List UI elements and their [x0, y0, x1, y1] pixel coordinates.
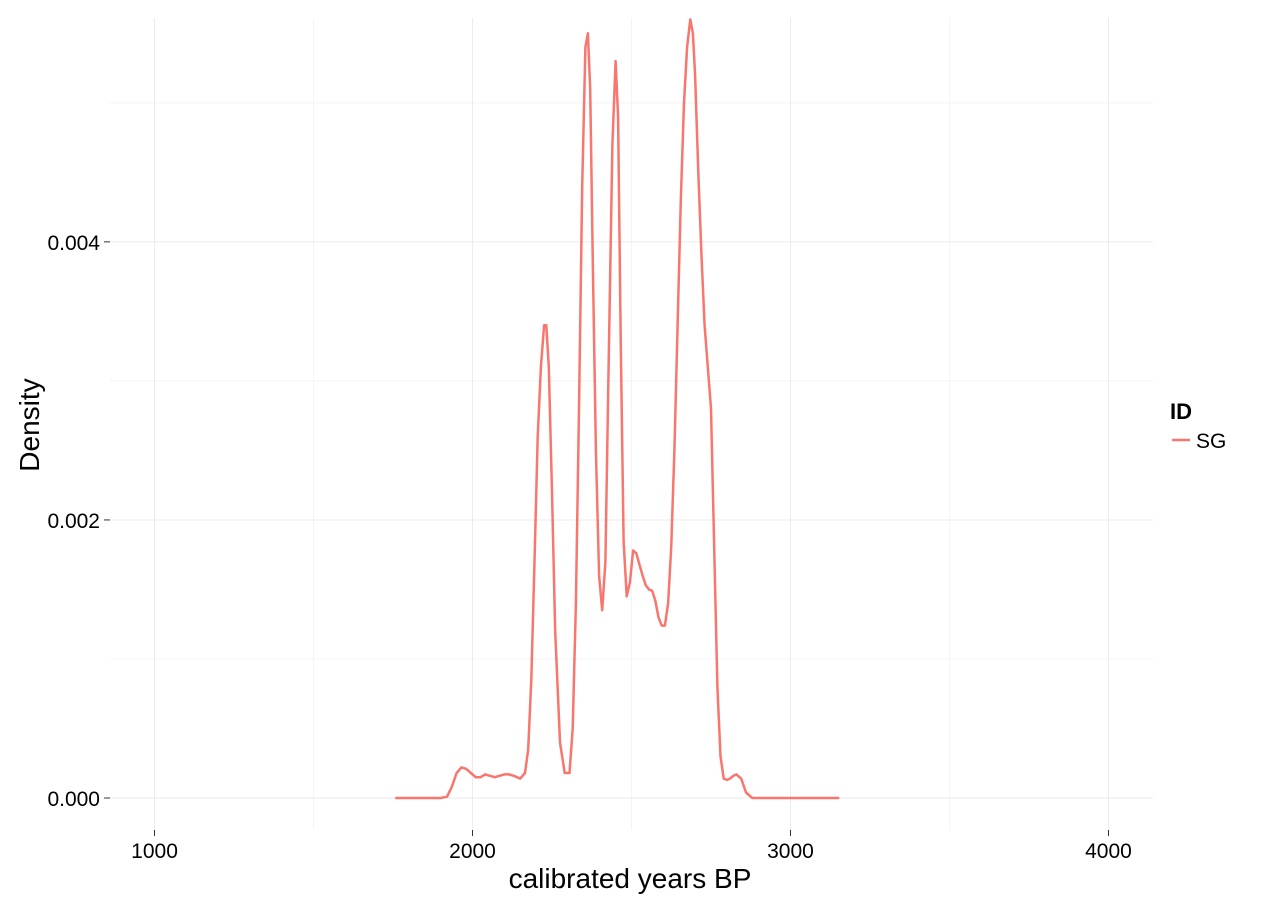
legend-title: ID [1170, 399, 1192, 424]
y-tick-label: 0.004 [47, 232, 100, 255]
axis-layer: 1000 2000 3000 4000 0.000 0.002 0.004 [47, 232, 1131, 863]
x-tick-label: 4000 [1085, 840, 1132, 863]
legend: ID SG [1170, 399, 1226, 453]
y-tick-label: 0.000 [47, 788, 100, 811]
x-tick-label: 2000 [449, 840, 496, 863]
x-tick-label: 3000 [767, 840, 814, 863]
y-tick-label: 0.002 [47, 510, 100, 533]
grid-layer [110, 18, 1153, 830]
x-axis-title: calibrated years BP [509, 863, 752, 894]
series-layer [394, 18, 840, 800]
x-tick-label: 1000 [131, 840, 178, 863]
legend-label: SG [1196, 430, 1226, 453]
legend-entries: SG [1172, 430, 1226, 453]
series-line-sg [394, 18, 840, 800]
y-axis-title: Density [14, 378, 45, 471]
